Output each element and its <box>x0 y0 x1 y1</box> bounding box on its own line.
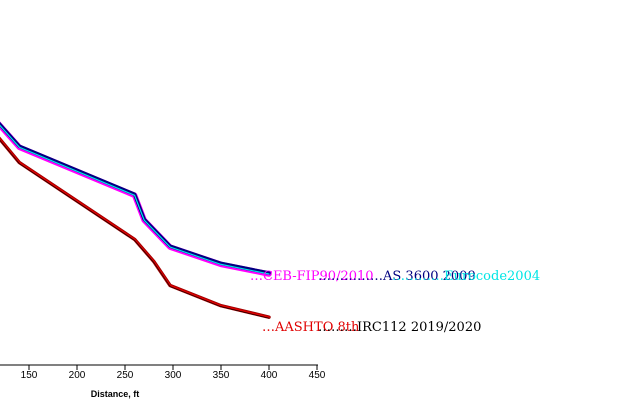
x-axis-title: Distance, ft <box>91 389 140 399</box>
series-line-2 <box>0 124 270 275</box>
series-label-0: …CEB-FIP90/2010 <box>250 269 374 284</box>
x-tick-label-400: 400 <box>261 370 278 381</box>
x-tick-label-150: 150 <box>21 370 38 381</box>
series-line-3 <box>0 136 271 319</box>
series-label-3: …AASHTO 8th <box>262 320 360 335</box>
series-label-1: ……………AS 3600 2009 <box>318 269 476 284</box>
x-axis-ticks: 150 200 250 300 350 400 450 <box>21 365 326 381</box>
series-labels: …CEB-FIP90/2010……………AS 3600 2009…………Euro… <box>250 269 540 335</box>
x-tick-label-300: 300 <box>165 370 182 381</box>
series-label-2: …………Eurocode2004 <box>392 269 540 284</box>
series-lines <box>0 121 272 319</box>
series-line-3-layer-1 <box>0 138 270 318</box>
x-tick-label-350: 350 <box>213 370 230 381</box>
x-tick-label-450: 450 <box>309 370 326 381</box>
series-label-4: ………IRC112 2019/2020 <box>318 320 481 335</box>
x-tick-label-200: 200 <box>69 370 86 381</box>
series-line-4 <box>0 139 270 319</box>
x-tick-label-250: 250 <box>117 370 134 381</box>
x-axis: 150 200 250 300 350 400 450 Distance, ft <box>0 364 326 399</box>
